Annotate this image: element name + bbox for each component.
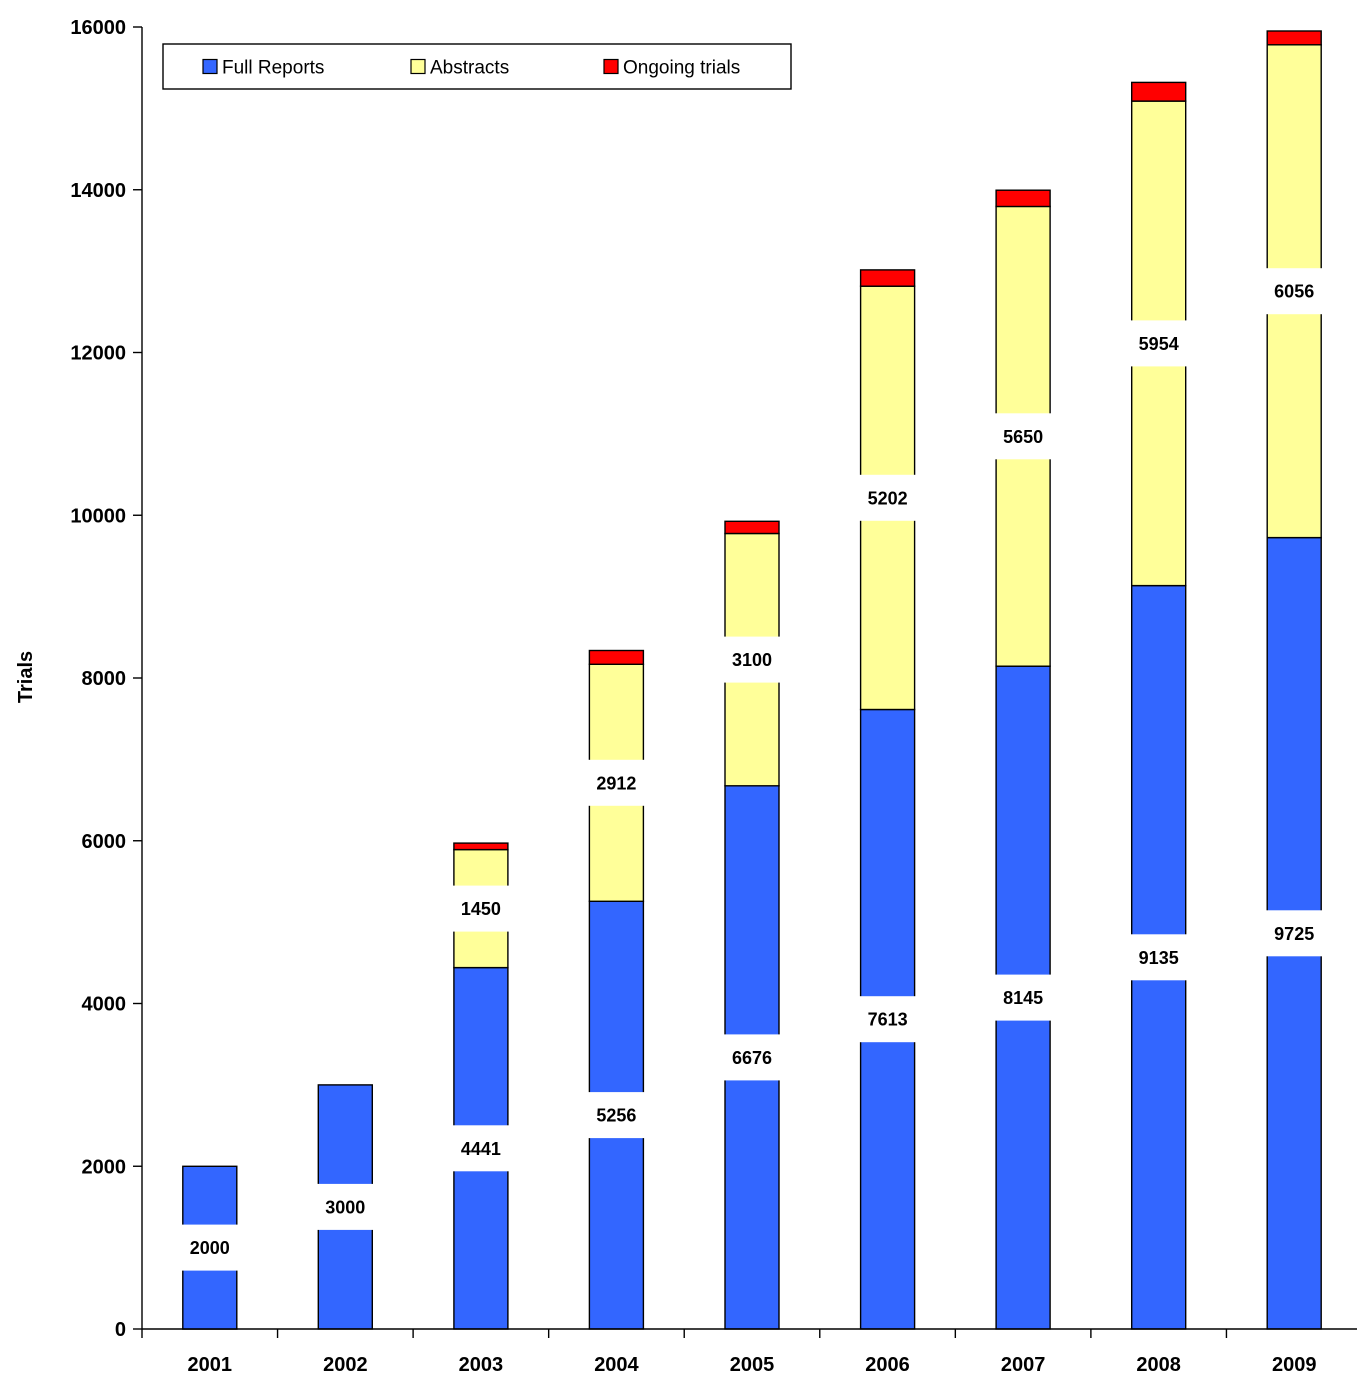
data-label-full-reports-2009: 9725 (1274, 924, 1314, 944)
data-label-bg-abstracts-2004 (584, 759, 649, 806)
bar-ongoing-trials-2003 (453, 842, 509, 851)
y-tick-label-0: 0 (115, 1319, 126, 1341)
y-tick-label-2000: 2000 (82, 1156, 127, 1178)
data-label-bg-full-reports-2004 (584, 1092, 649, 1139)
data-label-abstracts-2007: 5650 (1003, 427, 1043, 447)
x-tick-label-2009: 2009 (1272, 1354, 1317, 1376)
data-label-bg-abstracts-2006 (855, 474, 920, 521)
legend-label-abstracts: Abstracts (430, 58, 509, 79)
y-tick-label-14000: 14000 (70, 180, 126, 202)
bar-ongoing-trials-2007 (995, 189, 1051, 208)
y-tick-label-16000: 16000 (70, 17, 126, 39)
data-label-bg-abstracts-2007 (991, 413, 1056, 460)
data-label-bg-abstracts-2008 (1126, 320, 1191, 367)
y-tick-label-8000: 8000 (82, 668, 127, 690)
data-label-bg-abstracts-2003 (448, 885, 513, 932)
x-tick-label-2006: 2006 (865, 1354, 910, 1376)
legend: Full Reports Abstracts Ongoing trials (162, 43, 792, 90)
legend-swatch-ongoing-trials (603, 58, 619, 75)
data-label-full-reports-2001: 2000 (190, 1238, 230, 1258)
data-label-abstracts-2008: 5954 (1139, 334, 1179, 354)
data-label-full-reports-2006: 7613 (868, 1010, 908, 1030)
legend-swatch-abstracts (410, 58, 426, 75)
legend-label-ongoing-trials: Ongoing trials (623, 58, 740, 79)
data-label-bg-abstracts-2009 (1262, 268, 1327, 315)
data-label-bg-full-reports-2007 (991, 974, 1056, 1021)
data-label-abstracts-2006: 5202 (868, 488, 908, 508)
bar-ongoing-trials-2005 (724, 520, 780, 535)
data-label-abstracts-2009: 6056 (1274, 282, 1314, 302)
data-label-full-reports-2008: 9135 (1139, 948, 1179, 968)
data-label-abstracts-2004: 2912 (596, 773, 636, 793)
y-axis-title: Trials (15, 651, 37, 703)
y-tick-label-12000: 12000 (70, 343, 126, 365)
bar-ongoing-trials-2006 (859, 269, 916, 287)
data-label-bg-full-reports-2009 (1262, 910, 1327, 957)
y-tick-label-10000: 10000 (70, 505, 126, 527)
data-label-bg-full-reports-2005 (720, 1034, 784, 1081)
axes-layer: 0 2000 4000 6000 8000 10000 12000 14000 16000 200… (70, 17, 1357, 1376)
data-label-bg-full-reports-2008 (1126, 934, 1191, 981)
data-label-bg-full-reports-2006 (855, 996, 920, 1043)
data-label-full-reports-2007: 8145 (1003, 988, 1043, 1008)
data-labels-layer: 2000 3000 4441 5256 6676 7613 8145 9135 9725 1450… (177, 268, 1327, 1271)
x-tick-label-2008: 2008 (1136, 1354, 1181, 1376)
y-tick-label-4000: 4000 (82, 994, 127, 1016)
bar-ongoing-trials-2008 (1130, 81, 1187, 102)
x-tick-label-2004: 2004 (594, 1354, 639, 1376)
data-label-bg-abstracts-2005 (720, 636, 784, 683)
x-tick-label-2003: 2003 (459, 1354, 504, 1376)
data-label-abstracts-2003: 1450 (461, 899, 501, 919)
x-tick-label-2001: 2001 (188, 1354, 233, 1376)
y-tick-label-6000: 6000 (82, 831, 127, 853)
data-label-abstracts-2005: 3100 (732, 650, 772, 670)
legend-box (162, 43, 792, 90)
x-tick-label-2002: 2002 (323, 1354, 368, 1376)
data-label-bg-full-reports-2001 (177, 1224, 242, 1271)
x-tick-label-2005: 2005 (730, 1354, 775, 1376)
legend-label-full-reports: Full Reports (222, 58, 324, 79)
x-tick-label-2007: 2007 (1001, 1354, 1046, 1376)
legend-swatch-full-reports (202, 58, 218, 75)
data-label-full-reports-2002: 3000 (325, 1197, 365, 1217)
bar-ongoing-trials-2004 (588, 649, 645, 666)
data-label-bg-full-reports-2002 (313, 1183, 378, 1230)
data-label-full-reports-2003: 4441 (461, 1139, 501, 1159)
bar-ongoing-trials-2009 (1266, 30, 1322, 46)
data-label-bg-full-reports-2003 (448, 1125, 513, 1172)
data-label-full-reports-2004: 5256 (596, 1106, 636, 1126)
data-label-full-reports-2005: 6676 (732, 1048, 772, 1068)
